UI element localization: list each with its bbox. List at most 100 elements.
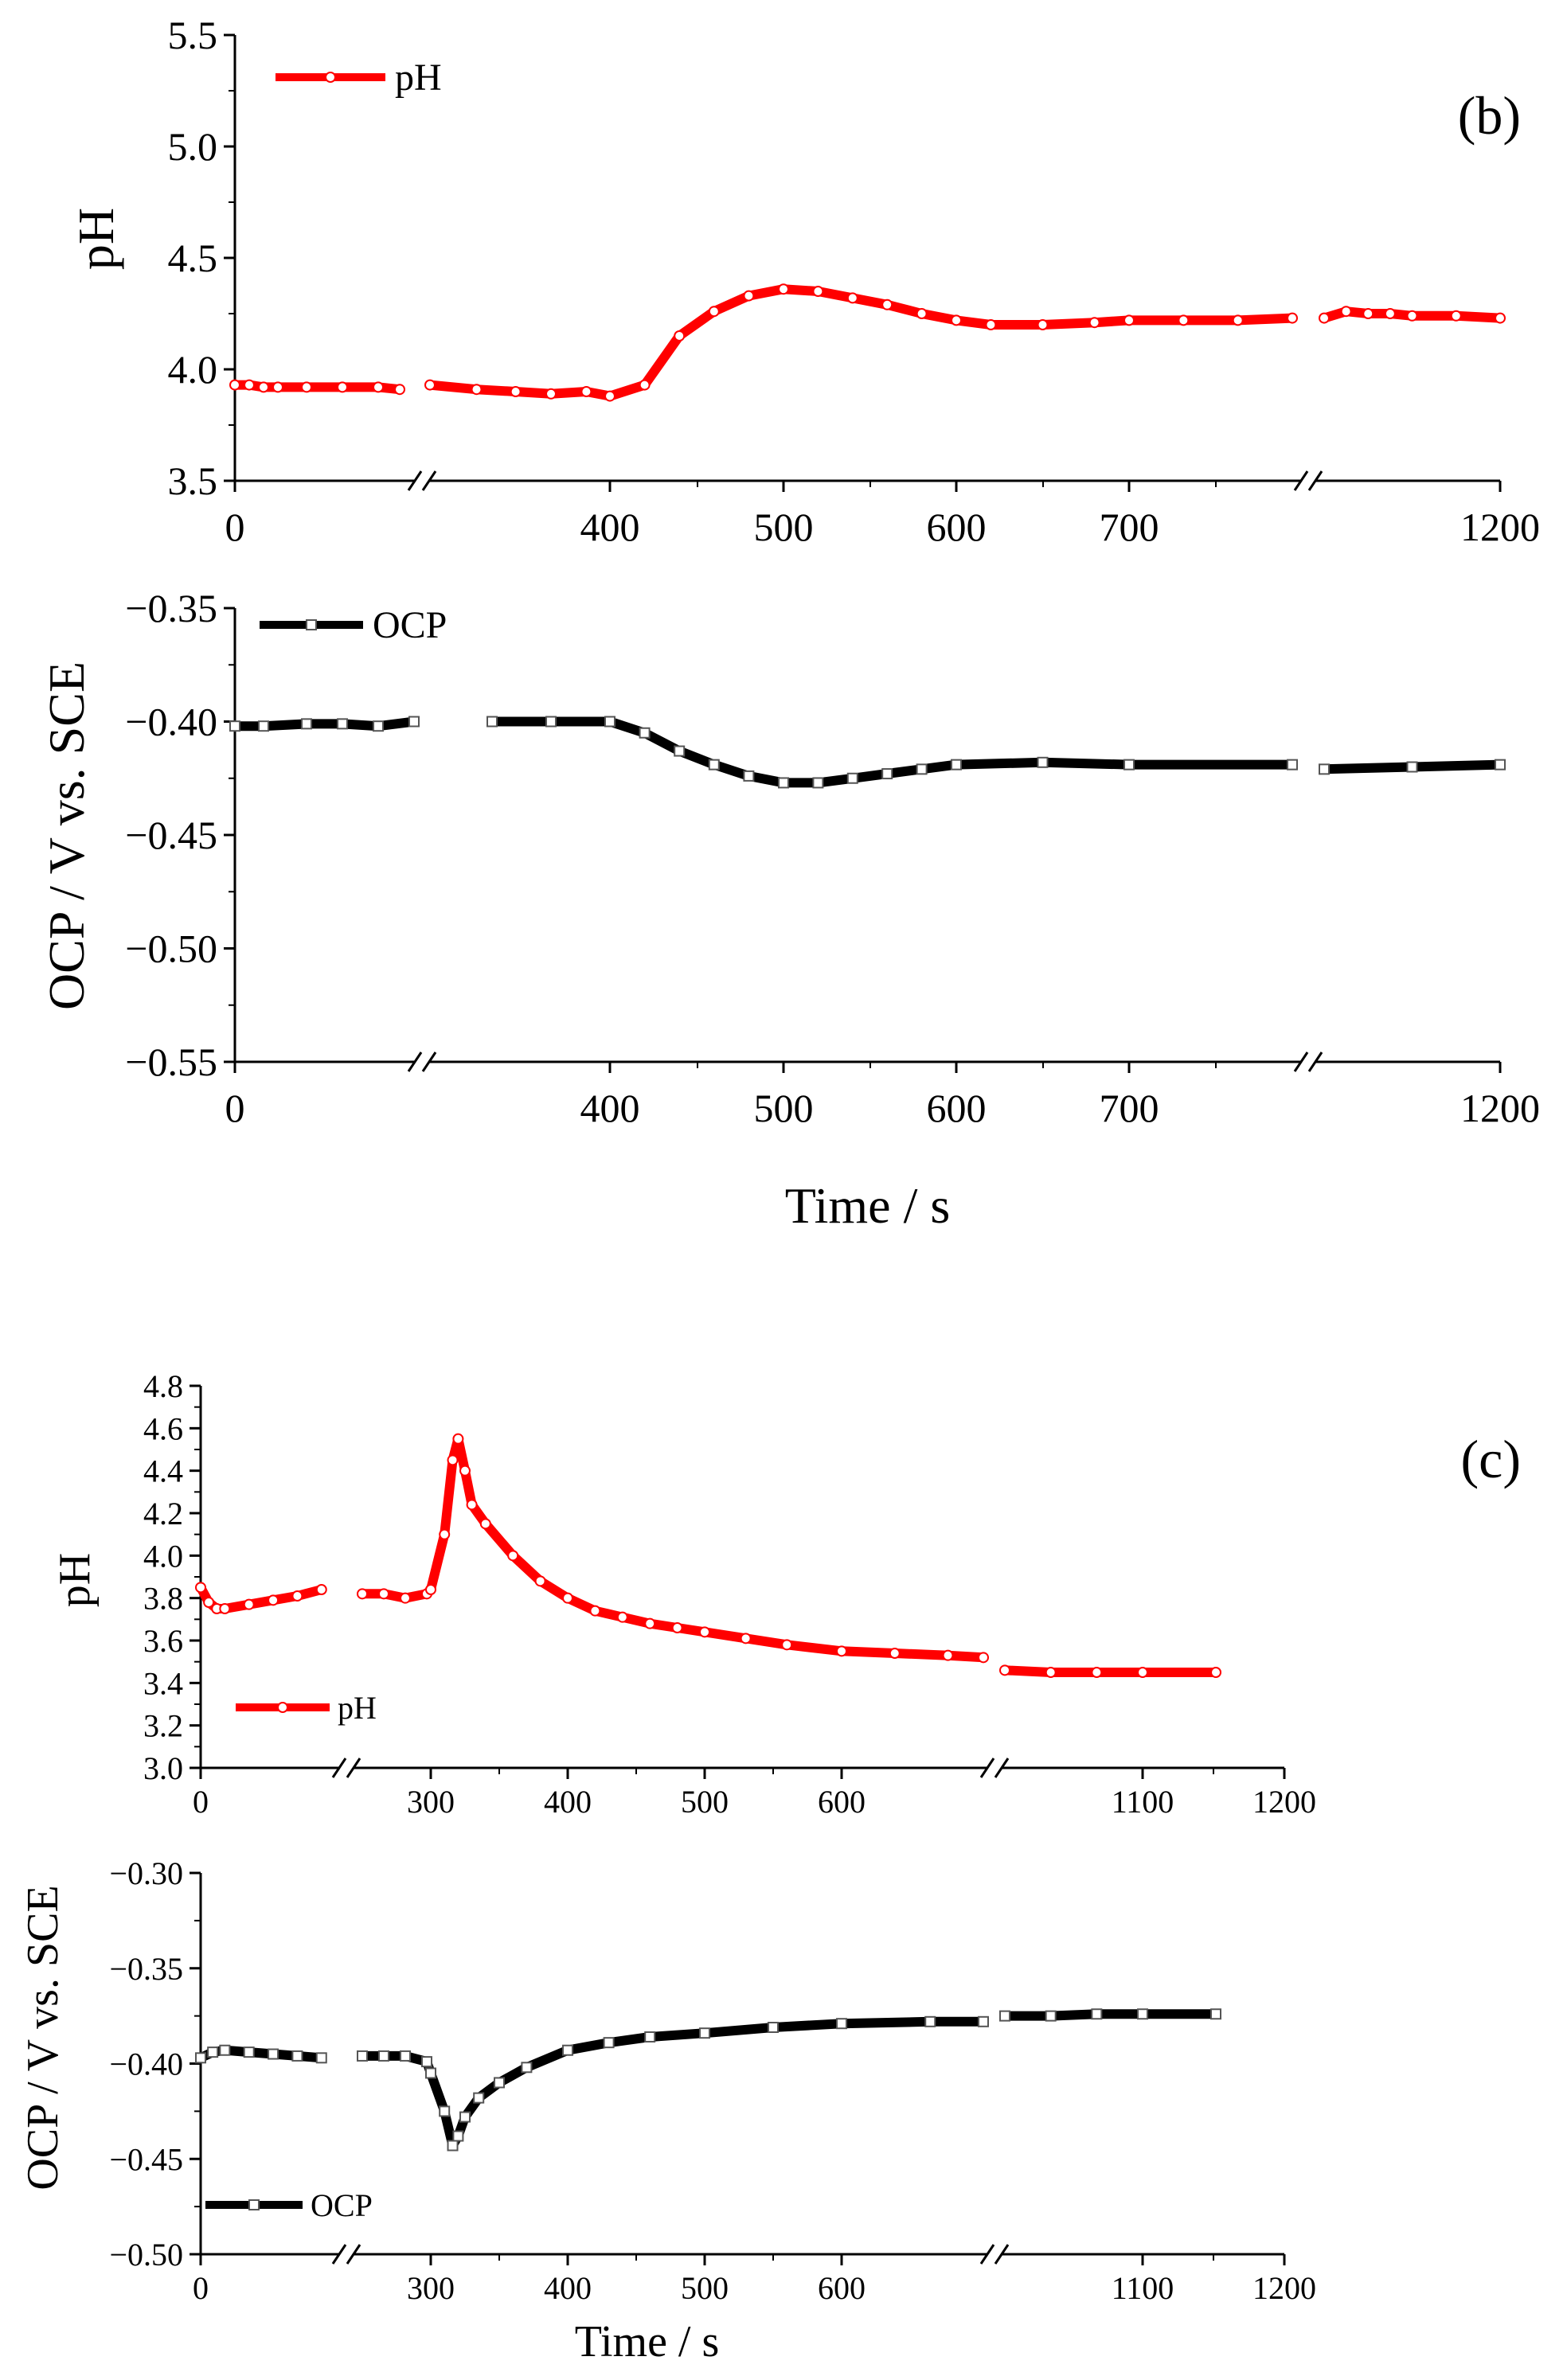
data-point [439,1528,451,1540]
y-tick-label: −0.35 [109,1951,183,1987]
data-point [562,1592,573,1604]
data-point [373,381,384,393]
data-point [768,2021,779,2033]
axis-break-mark [1293,470,1309,491]
panel-label: (c) [1461,1429,1521,1489]
axis-break-mark [331,1758,347,1778]
data-point [999,1664,1010,1676]
y-axis-label: pH [50,1553,100,1607]
x-tick-label: 400 [544,1784,592,1820]
data-point [291,1590,303,1602]
data-point [916,763,928,775]
data-point [1287,759,1298,771]
data-point [507,1550,519,1562]
data-point [881,298,893,310]
data-point [400,2050,411,2062]
x-tick-label: 1100 [1112,2270,1174,2306]
data-point [534,1575,546,1587]
data-point [337,381,348,393]
data-point [447,1454,459,1466]
x-tick-label: 600 [927,1086,987,1130]
y-tick-label: −0.50 [109,2237,183,2273]
axis-break-mark [979,1758,995,1778]
panel-c-ocp-chart: −0.50 −0.45 −0.40 −0.35 −0.30 0 300 400 500 600 11… [18,1855,1316,2366]
data-point [924,2015,936,2027]
data-point [743,290,755,302]
data-point [378,2050,389,2062]
x-axis-label: Time / s [785,1177,951,1234]
x-axis-label: Time / s [575,2317,720,2366]
data-point [708,759,720,771]
data-point [644,2031,656,2043]
data-point [1178,314,1190,326]
data-point [510,386,522,397]
legend-marker [248,2199,260,2210]
data-point [740,1633,752,1645]
data-point [999,2010,1010,2022]
x-tick-label: 400 [544,2270,592,2306]
x-tick-label: 600 [927,505,987,549]
data-point [439,2105,451,2117]
y-tick-label: 3.0 [143,1750,183,1786]
data-point [258,720,269,732]
y-tick-label: 4.8 [143,1368,183,1404]
data-point [315,2052,327,2064]
data-point [699,1626,710,1638]
data-point [1232,314,1244,326]
data-point [1495,312,1506,324]
axis-break-mark [1307,1051,1323,1072]
data-point [699,2027,710,2039]
data-point [479,1518,491,1530]
data-point [978,1652,989,1664]
x-tick-label: 1100 [1112,1784,1174,1820]
data-point [229,720,240,732]
data-point [494,2077,505,2089]
x-tick-label: 0 [193,2270,209,2306]
data-point [291,2050,303,2062]
axis-break-mark [979,2244,995,2265]
data-point [1045,2010,1057,2022]
panel-c-ph-chart: 3.0 3.2 3.4 3.6 3.8 4.0 4.2 4.4 4.6 4.8 0 300 400 500… [50,1368,1521,1820]
x-tick-label: 0 [193,1784,209,1820]
x-tick-label: 700 [1100,505,1159,549]
data-point [471,384,483,396]
series-line-ph [235,284,1501,401]
data-point [1037,756,1049,768]
y-axis-label: pH [68,208,124,270]
data-point [812,777,824,789]
legend-marker [277,1702,288,1713]
data-point [1384,308,1396,319]
data-point [452,2130,464,2142]
data-point [639,727,651,739]
y-tick-label: −0.55 [125,1040,217,1084]
x-tick-label: 500 [681,2270,729,2306]
y-tick-label: 3.4 [143,1665,183,1701]
y-tick-label: 4.0 [168,347,218,392]
y-tick-label: 4.2 [143,1496,183,1531]
data-point [580,386,592,397]
data-point [603,2037,615,2049]
y-tick-label: −0.30 [109,1855,183,1891]
data-point [487,716,498,728]
y-tick-label: −0.40 [125,700,217,744]
data-point [1287,312,1298,324]
data-point [671,1622,683,1633]
x-tick-label: 600 [818,1784,866,1820]
legend-marker [306,619,317,630]
x-tick-label: 300 [407,1784,455,1820]
data-point [459,2111,471,2123]
y-tick-label: 4.0 [143,1538,183,1574]
axis-break-mark [407,1051,423,1072]
data-point [881,768,893,780]
data-point [674,330,686,341]
data-point [244,379,255,391]
data-point [357,2050,368,2062]
x-tick-label: 400 [580,1086,640,1130]
data-point [357,1588,368,1600]
y-tick-label: −0.50 [125,927,217,971]
x-tick-label: 400 [580,505,640,549]
data-point [521,2062,533,2074]
y-axis-label: OCP / V vs. SCE [38,661,95,1010]
axis-break-mark [994,1758,1010,1778]
data-point [604,716,615,728]
